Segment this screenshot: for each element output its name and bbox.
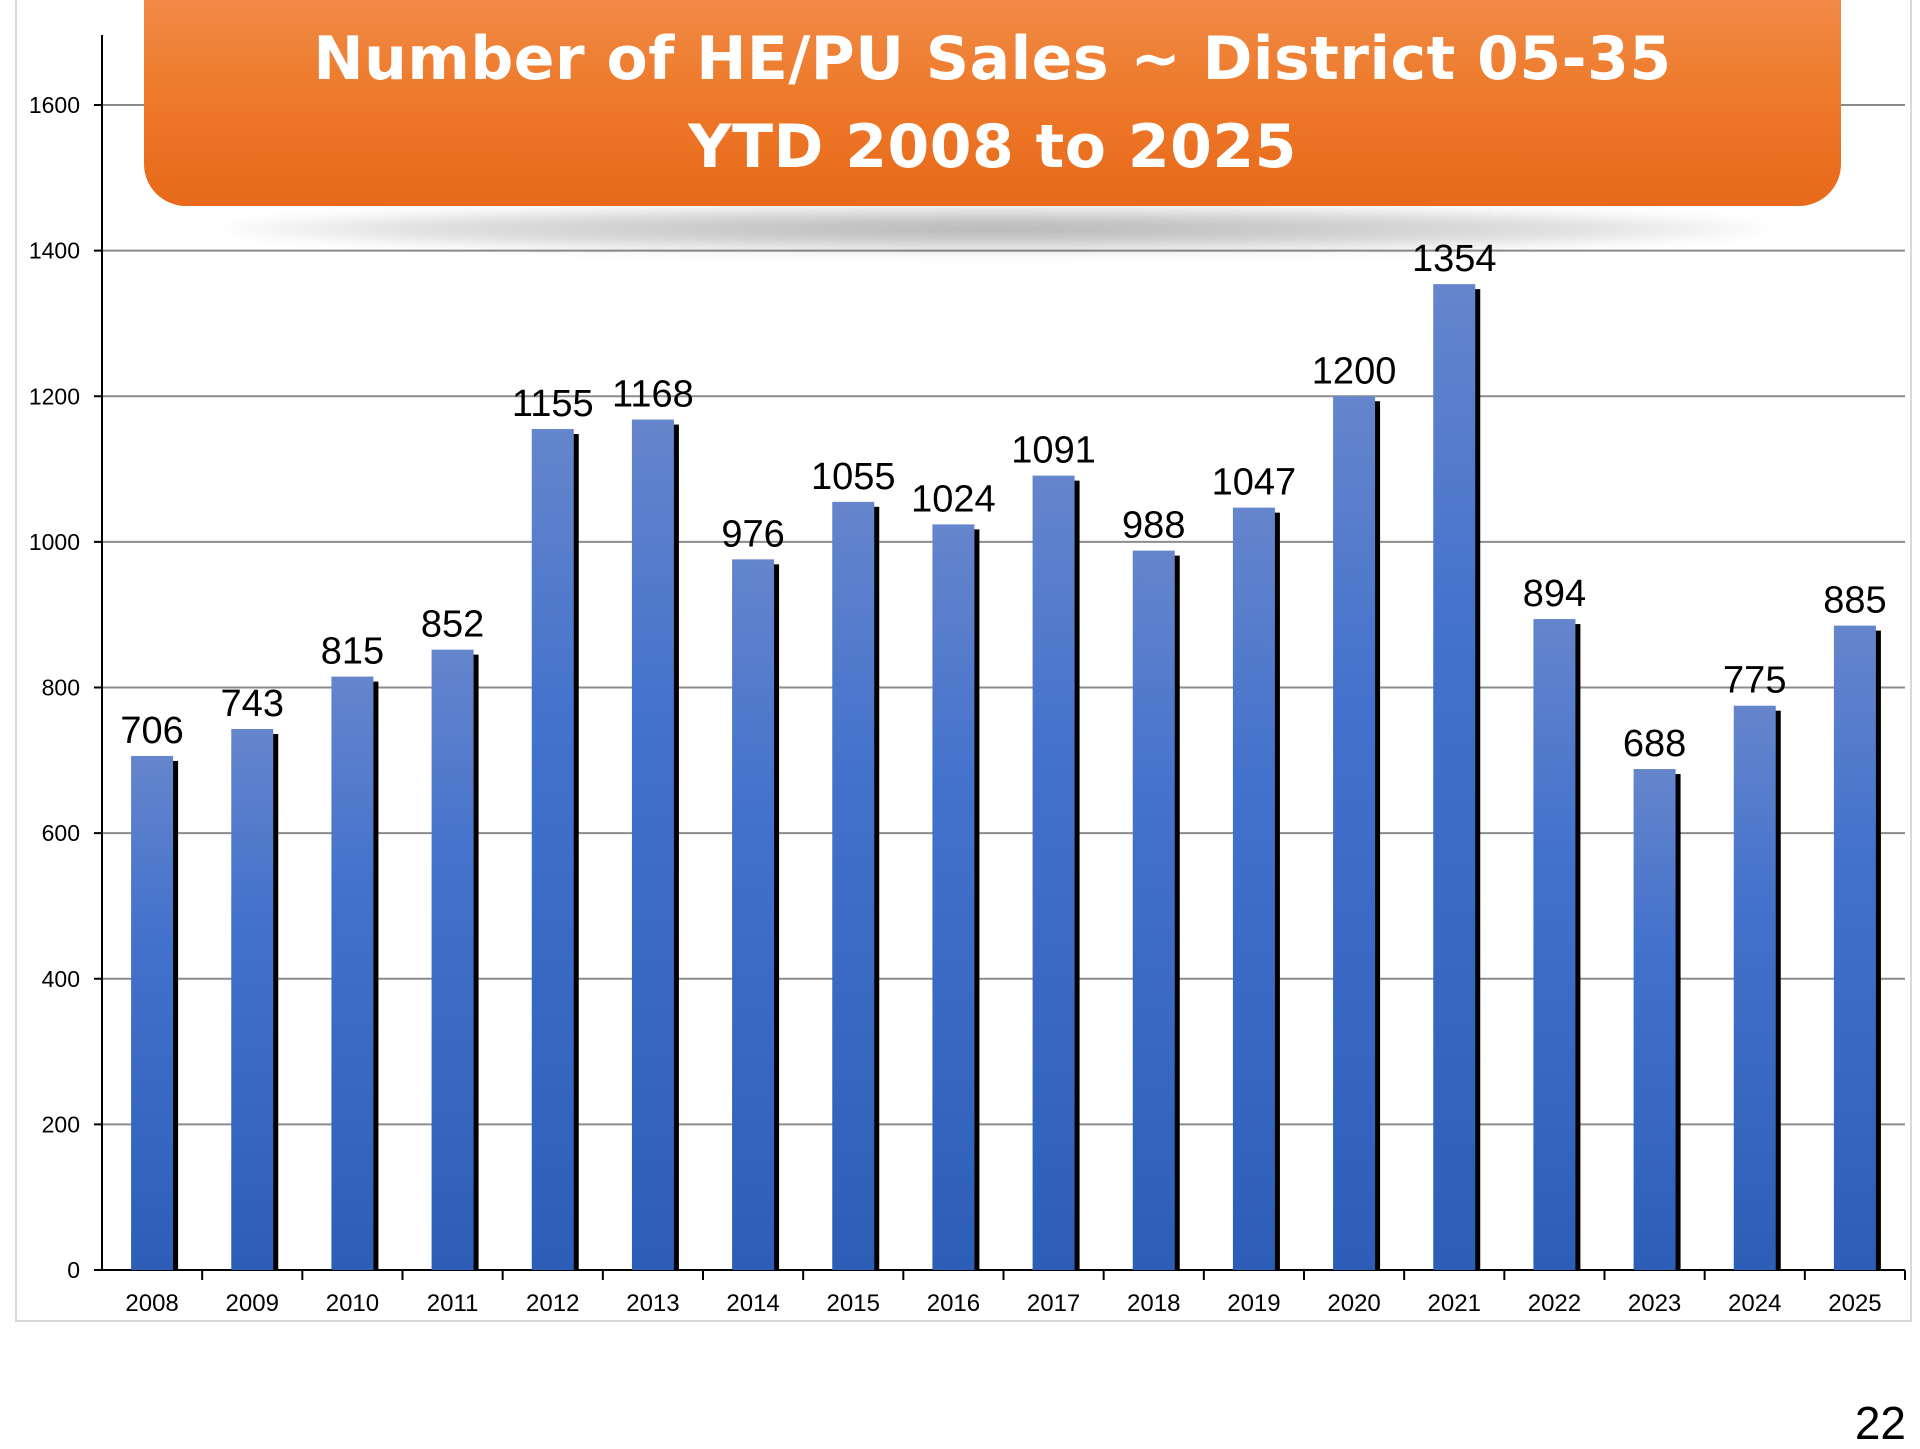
x-tick-label-2008: 2008	[125, 1290, 178, 1317]
title-banner: Number of HE/PU Sales ~ District 05-35 Y…	[144, 0, 1841, 206]
bar-2015	[832, 501, 875, 1270]
y-tick-label: 200	[42, 1111, 80, 1137]
x-tick-label-2018: 2018	[1127, 1290, 1180, 1317]
data-label-2017: 1091	[1011, 430, 1096, 472]
x-tick-label-2013: 2013	[626, 1290, 679, 1317]
x-tick-label-2022: 2022	[1528, 1290, 1581, 1317]
chart-frame	[15, 0, 1912, 1322]
data-label-2015: 1055	[811, 456, 896, 498]
x-tick-label-2017: 2017	[1027, 1290, 1080, 1317]
bar-2012	[531, 429, 574, 1270]
bar-2010	[331, 676, 374, 1270]
bar-2013	[631, 419, 674, 1270]
x-tick-label-2014: 2014	[726, 1290, 779, 1317]
y-tick-label: 600	[42, 820, 80, 846]
bar-2024	[1733, 705, 1776, 1270]
y-tick-label: 0	[67, 1257, 80, 1283]
data-label-2022: 894	[1523, 573, 1586, 615]
y-tick-label: 1000	[29, 529, 80, 555]
bar-2011	[431, 649, 474, 1270]
x-tick-label-2009: 2009	[226, 1290, 279, 1317]
x-tick-label-2015: 2015	[827, 1290, 880, 1317]
y-tick-label: 1600	[29, 92, 80, 118]
x-tick-label-2012: 2012	[526, 1290, 579, 1317]
x-tick-label-2011: 2011	[427, 1290, 479, 1317]
y-tick-label: 800	[42, 675, 80, 701]
y-tick-label: 400	[42, 966, 80, 992]
data-label-2019: 1047	[1212, 462, 1297, 504]
x-tick-label-2023: 2023	[1628, 1290, 1681, 1317]
data-label-2009: 743	[221, 683, 284, 725]
bar-2020	[1333, 396, 1376, 1270]
data-label-2016: 1024	[911, 478, 996, 520]
data-label-2018: 988	[1122, 505, 1185, 547]
bar-2019	[1232, 507, 1275, 1270]
x-tick-label-2024: 2024	[1728, 1290, 1781, 1317]
data-label-2025: 885	[1823, 580, 1886, 622]
bar-2023	[1633, 769, 1676, 1270]
x-tick-label-2019: 2019	[1227, 1290, 1280, 1317]
data-label-2023: 688	[1623, 723, 1686, 765]
bar-2025	[1833, 625, 1876, 1270]
y-tick-label: 1400	[29, 238, 80, 264]
chart-title-line-1: Number of HE/PU Sales ~ District 05-35	[313, 24, 1672, 94]
bar-2008	[131, 755, 174, 1270]
x-tick-label-2016: 2016	[927, 1290, 980, 1317]
data-label-2011: 852	[421, 604, 484, 646]
data-label-2008: 706	[120, 710, 183, 752]
data-label-2013: 1168	[612, 374, 694, 416]
bar-2014	[732, 559, 775, 1270]
page-number: 22	[1854, 1397, 1906, 1449]
data-label-2024: 775	[1723, 660, 1786, 702]
bar-2018	[1132, 550, 1175, 1270]
data-label-2012: 1155	[512, 383, 594, 425]
bar-2017	[1032, 475, 1075, 1271]
title-shadow	[225, 205, 1765, 253]
x-tick-label-2025: 2025	[1828, 1290, 1881, 1317]
chart-title-line-2: YTD 2008 to 2025	[688, 112, 1297, 182]
x-tick-label-2010: 2010	[326, 1290, 379, 1317]
data-label-2021: 1354	[1412, 238, 1497, 280]
x-tick-label-2020: 2020	[1327, 1290, 1380, 1317]
x-tick-label-2021: 2021	[1428, 1290, 1481, 1317]
bar-2022	[1533, 619, 1576, 1270]
y-tick-label: 1200	[29, 383, 80, 409]
bar-2009	[231, 729, 274, 1270]
data-label-2014: 976	[721, 513, 784, 555]
bar-2021	[1433, 284, 1476, 1270]
data-label-2010: 815	[321, 631, 384, 673]
data-label-2020: 1200	[1312, 350, 1397, 392]
bar-2016	[932, 524, 975, 1270]
